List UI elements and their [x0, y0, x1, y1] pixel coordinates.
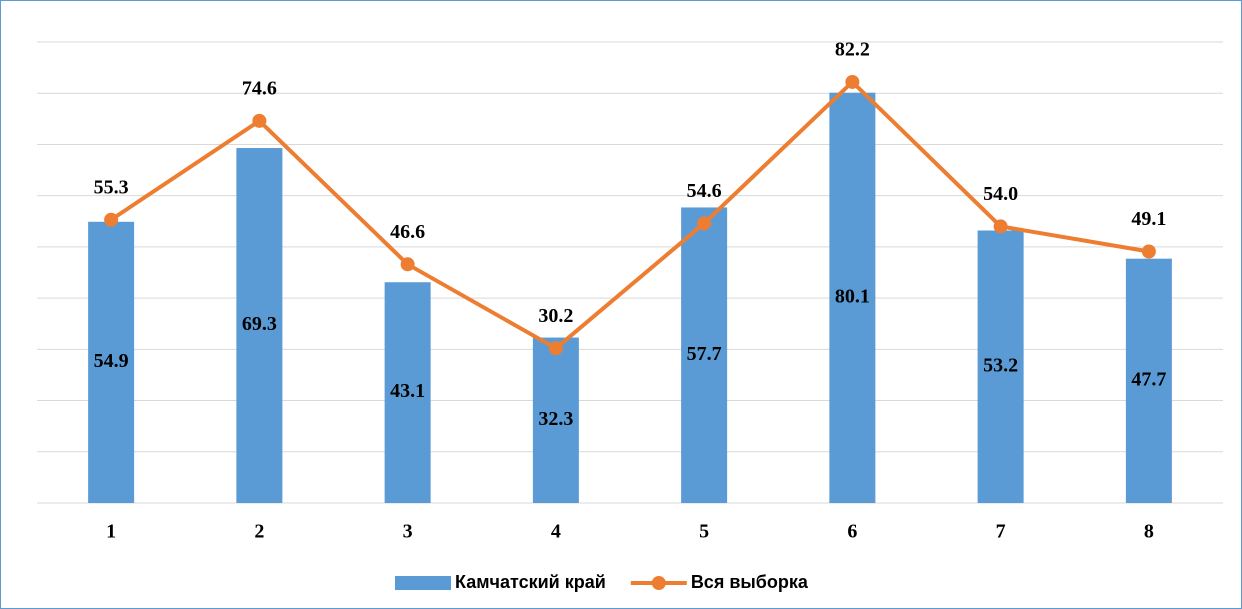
legend-label: Камчатский край [455, 572, 606, 592]
line-value-label: 55.3 [94, 176, 129, 198]
line-point [845, 74, 860, 89]
line-point [252, 113, 267, 128]
line-point [697, 216, 712, 231]
legend-label: Вся выборка [691, 572, 809, 592]
line-point [1141, 244, 1156, 259]
bar [88, 221, 135, 504]
line-value-label: 54.0 [983, 183, 1018, 205]
bar-value-label: 47.7 [1131, 368, 1166, 390]
x-tick-label: 6 [847, 521, 857, 543]
line-point [400, 257, 415, 272]
bar [384, 282, 431, 503]
bar-value-label: 53.2 [983, 354, 1018, 376]
line-value-label: 46.6 [390, 221, 425, 243]
bar-value-label: 80.1 [835, 285, 870, 307]
x-tick-label: 4 [551, 521, 561, 543]
bar [1125, 258, 1172, 503]
legend-swatch-marker [651, 576, 666, 590]
bar [532, 337, 579, 503]
line-point [104, 212, 119, 227]
line-point [993, 219, 1008, 234]
line-point [548, 341, 563, 356]
x-tick-label: 7 [996, 521, 1006, 543]
bar-value-label: 57.7 [687, 343, 722, 365]
bar [977, 230, 1024, 503]
bar [829, 92, 876, 504]
x-tick-label: 1 [106, 521, 116, 543]
bar-value-label: 32.3 [538, 408, 573, 430]
line-value-label: 54.6 [687, 180, 722, 202]
line-value-label: 82.2 [835, 39, 870, 61]
bar-value-label: 54.9 [94, 350, 129, 372]
bar [681, 207, 728, 503]
legend-swatch [395, 576, 451, 590]
bar [236, 148, 283, 503]
x-tick-label: 8 [1144, 521, 1154, 543]
line [110, 79, 1150, 351]
bar-value-label: 69.3 [242, 313, 277, 335]
x-tick-label: 2 [254, 521, 264, 543]
line-value-label: 74.6 [242, 77, 277, 99]
x-tick-label: 5 [699, 521, 709, 543]
line-value-label: 49.1 [1131, 208, 1166, 230]
x-tick-label: 3 [403, 521, 413, 543]
line-value-label: 30.2 [538, 305, 573, 327]
bar-value-label: 43.1 [390, 380, 425, 402]
